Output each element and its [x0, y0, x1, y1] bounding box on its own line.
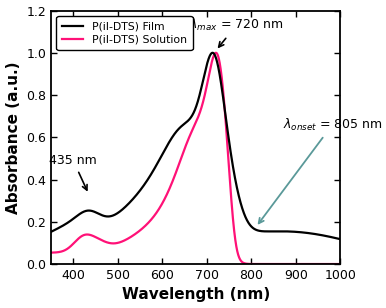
P(iI-DTS) Film — [182, 122, 186, 126]
P(iI-DTS) Solution — [354, 262, 359, 266]
Text: $\lambda_{onset}$ = 805 nm: $\lambda_{onset}$ = 805 nm — [259, 116, 383, 223]
P(iI-DTS) Solution — [103, 240, 107, 244]
P(iI-DTS) Solution — [49, 251, 53, 254]
P(iI-DTS) Solution — [84, 233, 89, 236]
P(iI-DTS) Solution — [182, 148, 186, 152]
P(iI-DTS) Solution — [213, 51, 218, 55]
P(iI-DTS) Solution — [321, 262, 325, 266]
Line: P(iI-DTS) Solution: P(iI-DTS) Solution — [51, 53, 363, 264]
P(iI-DTS) Film — [361, 243, 365, 247]
P(iI-DTS) Solution — [168, 184, 173, 188]
X-axis label: Wavelength (nm): Wavelength (nm) — [122, 287, 270, 302]
P(iI-DTS) Film — [103, 214, 107, 218]
P(iI-DTS) Film — [321, 233, 325, 237]
Line: P(iI-DTS) Film: P(iI-DTS) Film — [51, 53, 363, 245]
Text: $\lambda_{max}$ = 720 nm: $\lambda_{max}$ = 720 nm — [189, 17, 284, 47]
Y-axis label: Absorbance (a.u.): Absorbance (a.u.) — [5, 61, 20, 213]
P(iI-DTS) Film — [168, 138, 173, 142]
Legend: P(iI-DTS) Film, P(iI-DTS) Solution: P(iI-DTS) Film, P(iI-DTS) Solution — [56, 16, 193, 50]
Text: 435 nm: 435 nm — [49, 154, 97, 190]
P(iI-DTS) Film — [49, 230, 53, 234]
P(iI-DTS) Film — [84, 209, 89, 213]
P(iI-DTS) Solution — [361, 262, 365, 266]
P(iI-DTS) Film — [210, 51, 215, 55]
P(iI-DTS) Film — [354, 241, 359, 245]
